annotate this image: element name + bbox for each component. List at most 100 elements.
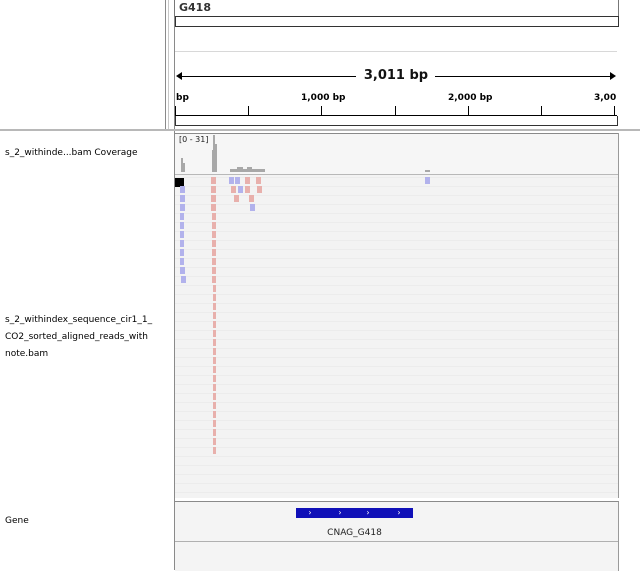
read[interactable] — [212, 240, 216, 247]
read[interactable] — [245, 186, 250, 193]
ideogram-spacer — [175, 27, 617, 52]
read[interactable] — [213, 429, 216, 436]
ruler-tick-label: 1,000 bp — [301, 93, 346, 103]
read[interactable] — [211, 186, 216, 193]
read[interactable] — [229, 177, 234, 184]
data-panel[interactable] — [175, 133, 619, 498]
read[interactable] — [249, 195, 254, 202]
ruler-tick-label: bp — [176, 93, 189, 103]
ruler-baseline — [175, 115, 617, 116]
data-panel-left-border — [174, 0, 175, 570]
read[interactable] — [213, 330, 216, 337]
name-panel-divider-2 — [168, 0, 169, 130]
read[interactable] — [213, 393, 216, 400]
read[interactable] — [180, 240, 184, 247]
coverage-bar — [212, 150, 213, 172]
read-stack-marker — [175, 178, 184, 187]
read[interactable] — [425, 177, 430, 184]
ruler-tick — [468, 106, 469, 115]
coverage-bar — [247, 167, 252, 169]
read[interactable] — [213, 447, 216, 454]
read[interactable] — [213, 411, 216, 418]
read[interactable] — [180, 258, 184, 265]
read[interactable] — [213, 375, 216, 382]
ruler-bottom-box — [175, 116, 618, 126]
read[interactable] — [180, 222, 184, 229]
ruler-tick — [395, 106, 396, 115]
strand-arrow-icon: › — [308, 508, 312, 517]
strand-arrow-icon: › — [366, 508, 370, 517]
gene-feature-name: CNAG_G418 — [327, 528, 382, 538]
read[interactable] — [180, 249, 184, 256]
read[interactable] — [235, 177, 240, 184]
read[interactable] — [180, 204, 185, 211]
strand-arrow-icon: › — [338, 508, 342, 517]
read[interactable] — [231, 186, 236, 193]
read[interactable] — [211, 195, 216, 202]
read[interactable] — [212, 258, 216, 265]
read[interactable] — [181, 276, 186, 283]
ideogram-box[interactable] — [175, 16, 619, 27]
gene-feature[interactable]: › › › › — [296, 508, 413, 518]
read[interactable] — [180, 267, 185, 274]
read[interactable] — [180, 186, 185, 193]
coverage-bar — [183, 163, 185, 172]
read[interactable] — [213, 303, 216, 310]
read[interactable] — [212, 249, 216, 256]
alignment-track-label-line: s_2_withindex_sequence_cir1_1_ — [5, 315, 153, 325]
coverage-track-label[interactable]: s_2_withinde...bam Coverage — [5, 148, 138, 158]
read[interactable] — [213, 294, 216, 301]
data-feature-divider[interactable] — [175, 498, 618, 501]
strand-arrow-icon: › — [397, 508, 401, 517]
read[interactable] — [213, 384, 216, 391]
ruler-tick-label: 2,000 bp — [448, 93, 493, 103]
coverage-bar — [230, 169, 265, 172]
read[interactable] — [180, 231, 184, 238]
gene-track-label[interactable]: Gene — [5, 516, 29, 526]
read[interactable] — [213, 438, 216, 445]
read[interactable] — [250, 204, 255, 211]
read[interactable] — [234, 195, 239, 202]
span-label: 3,011 bp — [363, 68, 429, 83]
read[interactable] — [213, 357, 216, 364]
ruler-tick — [175, 106, 176, 115]
ruler-tick — [248, 106, 249, 115]
name-panel-divider[interactable] — [165, 0, 166, 130]
read[interactable] — [212, 213, 216, 220]
ruler-tick — [541, 106, 542, 115]
header-data-divider[interactable] — [0, 129, 640, 131]
read[interactable] — [180, 213, 184, 220]
read[interactable] — [245, 177, 250, 184]
read[interactable] — [211, 177, 216, 184]
read[interactable] — [213, 312, 216, 319]
read[interactable] — [212, 276, 216, 283]
read[interactable] — [212, 231, 216, 238]
read[interactable] — [180, 195, 185, 202]
span-line-right — [435, 76, 611, 77]
read[interactable] — [213, 348, 216, 355]
read[interactable] — [213, 366, 216, 373]
ruler-tick — [614, 106, 615, 115]
locus-header: G418 — [174, 0, 619, 17]
span-line-left — [178, 76, 356, 77]
read[interactable] — [213, 420, 216, 427]
feature-panel-rule — [175, 541, 618, 542]
read[interactable] — [213, 321, 216, 328]
read[interactable] — [213, 402, 216, 409]
coverage-bar — [215, 144, 217, 172]
read[interactable] — [212, 267, 216, 274]
coverage-range-label: [0 - 31] — [179, 135, 209, 144]
coverage-bar — [237, 167, 243, 169]
read[interactable] — [213, 339, 216, 346]
ruler-tick — [321, 106, 322, 115]
read[interactable] — [238, 186, 243, 193]
span-arrow-left — [176, 72, 182, 80]
read[interactable] — [212, 222, 216, 229]
read[interactable] — [257, 186, 262, 193]
read[interactable] — [256, 177, 261, 184]
alignment-track-label-line: CO2_sorted_aligned_reads_with — [5, 332, 149, 342]
read[interactable] — [211, 204, 216, 211]
read[interactable] — [213, 285, 216, 292]
coverage-bar — [425, 170, 430, 172]
locus-name: G418 — [179, 1, 211, 14]
